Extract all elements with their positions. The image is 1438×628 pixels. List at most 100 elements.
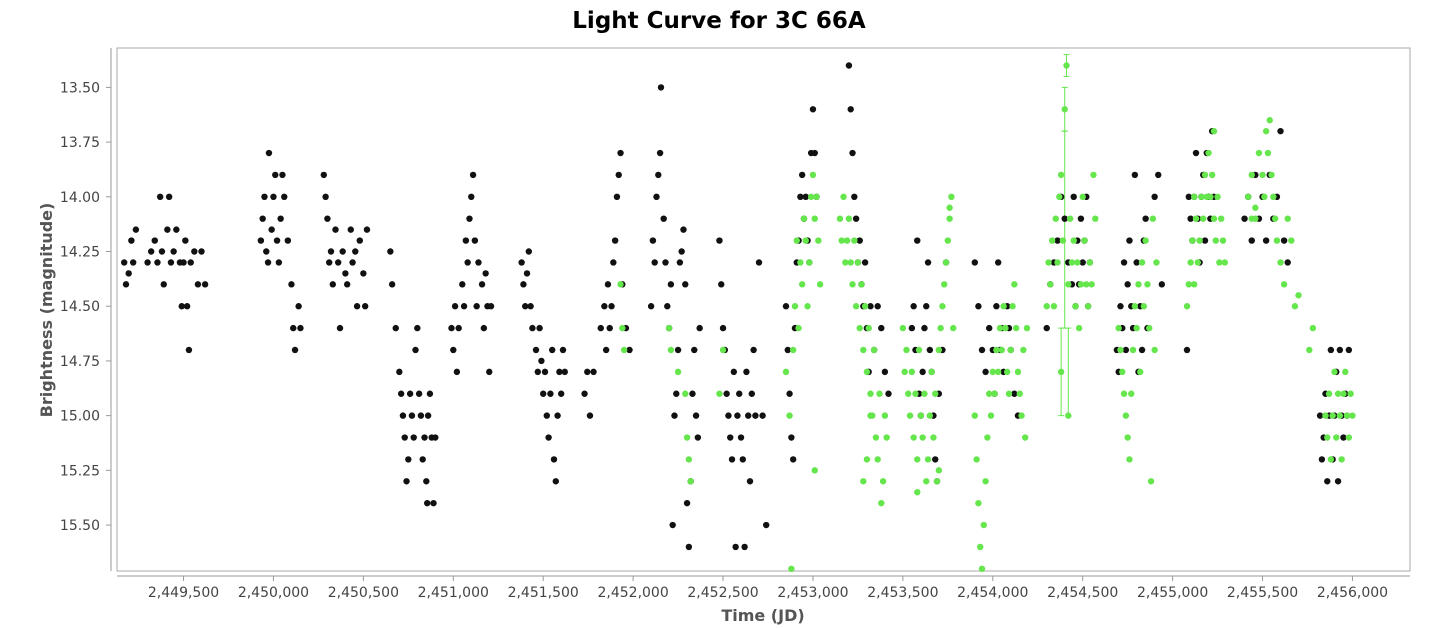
data-point <box>1280 237 1288 244</box>
data-point <box>1325 390 1333 397</box>
data-point <box>851 237 858 244</box>
data-point <box>1054 259 1061 266</box>
data-point <box>432 434 439 441</box>
data-point <box>1248 171 1255 179</box>
data-point <box>730 368 738 376</box>
data-point <box>788 565 795 573</box>
data-point <box>914 237 921 244</box>
data-point <box>201 281 209 288</box>
data-point <box>396 368 403 376</box>
data-point <box>417 412 425 419</box>
data-point <box>329 281 336 288</box>
data-point <box>800 215 808 222</box>
data-point <box>547 390 554 397</box>
data-point <box>795 324 802 332</box>
data-point <box>671 412 678 419</box>
data-point <box>797 259 804 266</box>
data-point <box>939 303 946 310</box>
data-point <box>883 434 890 441</box>
data-point <box>809 171 817 179</box>
x-axis-title: Time (JD) <box>721 606 804 625</box>
data-point <box>125 270 132 277</box>
y-tick-label: 14.50 <box>60 299 100 315</box>
x-tick-label: 2,454,000 <box>957 585 1028 601</box>
x-tick-label: 2,450,500 <box>328 585 399 601</box>
data-point <box>272 171 279 179</box>
data-point <box>1011 281 1018 288</box>
data-point <box>1059 237 1067 244</box>
data-point <box>1079 193 1086 201</box>
data-point <box>798 281 806 288</box>
data-point <box>660 215 667 222</box>
data-point <box>518 259 525 266</box>
data-point <box>397 390 405 397</box>
data-point <box>1140 303 1148 310</box>
data-point <box>1061 106 1068 113</box>
data-point <box>789 456 797 463</box>
data-point <box>415 390 423 397</box>
data-point <box>912 390 919 397</box>
data-point <box>1068 259 1076 266</box>
data-point <box>719 324 727 332</box>
data-point <box>685 543 693 551</box>
data-point <box>840 193 847 201</box>
data-point <box>811 467 818 474</box>
data-point <box>1149 215 1157 222</box>
x-tick-label: 2,450,000 <box>238 585 309 601</box>
data-point <box>459 281 466 288</box>
data-point <box>284 237 292 244</box>
data-point <box>975 499 982 507</box>
data-point <box>1248 215 1255 222</box>
data-point <box>948 193 955 201</box>
data-point <box>674 368 682 376</box>
x-tick-label: 2,451,500 <box>508 585 579 601</box>
data-point <box>685 456 693 463</box>
data-point <box>1217 215 1225 222</box>
data-point <box>327 248 335 255</box>
data-point <box>1151 346 1158 354</box>
data-point <box>836 215 844 222</box>
y-axis-title: Brightness (magnitude) <box>37 203 56 418</box>
data-point <box>1147 478 1155 485</box>
data-point <box>673 390 680 397</box>
data-point <box>1061 215 1068 222</box>
data-point <box>1322 412 1329 419</box>
data-point <box>552 478 559 485</box>
data-point <box>1052 215 1059 222</box>
data-point <box>1088 281 1095 288</box>
data-point <box>1343 412 1351 419</box>
y-tick-label: 15.50 <box>60 518 100 534</box>
data-point <box>845 215 853 222</box>
data-point <box>1014 368 1022 376</box>
data-point <box>980 521 987 529</box>
data-point <box>1117 346 1124 354</box>
data-point <box>1241 215 1248 222</box>
data-point <box>924 259 932 266</box>
data-point <box>1255 149 1263 157</box>
data-point <box>921 390 928 397</box>
data-point <box>982 368 989 376</box>
data-point <box>905 390 912 397</box>
data-point <box>917 412 925 419</box>
data-point <box>678 248 685 255</box>
data-point <box>798 171 806 179</box>
data-point <box>403 478 410 485</box>
data-point <box>944 237 952 244</box>
data-point <box>1248 237 1255 244</box>
data-point <box>290 324 297 332</box>
data-point <box>789 346 797 354</box>
x-tick-label: 2,451,000 <box>418 585 489 601</box>
data-point <box>994 259 1002 266</box>
data-point <box>719 346 727 354</box>
data-point <box>867 412 874 419</box>
data-point <box>584 368 591 376</box>
data-point <box>1086 259 1094 266</box>
data-point <box>802 237 809 244</box>
data-point <box>1252 204 1259 211</box>
data-point <box>1144 281 1151 288</box>
data-point <box>1002 324 1009 332</box>
data-point <box>971 412 979 419</box>
data-point <box>691 346 698 354</box>
data-point <box>160 281 167 288</box>
data-point <box>845 62 853 69</box>
